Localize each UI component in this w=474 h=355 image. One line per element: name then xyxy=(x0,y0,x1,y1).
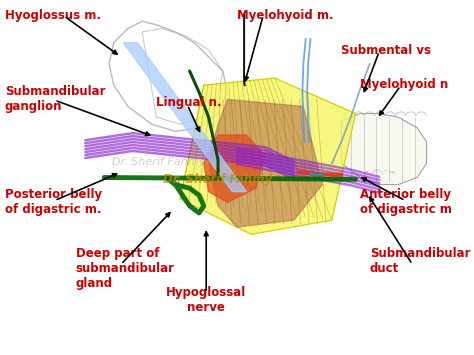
Text: Dr. Sherif Fahmy: Dr. Sherif Fahmy xyxy=(112,157,205,167)
Text: Hyoglossus m.: Hyoglossus m. xyxy=(5,9,101,22)
Text: Myelohyoid m.: Myelohyoid m. xyxy=(237,9,334,22)
Polygon shape xyxy=(209,99,322,227)
Text: Dr. Sherif Fahmy: Dr. Sherif Fahmy xyxy=(164,173,273,186)
Polygon shape xyxy=(123,43,246,192)
Text: n. rᴹᴸᴸʟᴸˤ m: n. rᴹᴸᴸʟᴸˤ m xyxy=(365,170,395,175)
Text: Lingual n.: Lingual n. xyxy=(156,96,222,109)
Text: Submental vs: Submental vs xyxy=(341,44,431,58)
Text: Posterior belly
of digastric m.: Posterior belly of digastric m. xyxy=(5,188,102,216)
Text: Anterior belly
of digastric m: Anterior belly of digastric m xyxy=(360,188,452,216)
Text: Submandibular
duct: Submandibular duct xyxy=(370,247,470,275)
Text: Hypoglossal
nerve: Hypoglossal nerve xyxy=(166,286,246,314)
Text: Myelohyoid n: Myelohyoid n xyxy=(360,78,448,91)
Text: Submandibular
ganglion: Submandibular ganglion xyxy=(5,85,105,113)
Text: Deep part of
submandibular
gland: Deep part of submandibular gland xyxy=(76,247,175,290)
Polygon shape xyxy=(180,78,356,234)
Polygon shape xyxy=(204,135,265,202)
Polygon shape xyxy=(341,114,427,185)
